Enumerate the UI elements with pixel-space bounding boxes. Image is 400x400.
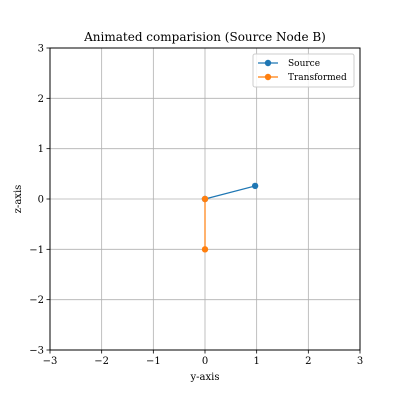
legend: Source Transformed <box>253 54 354 87</box>
y-tick-label: −2 <box>29 295 44 306</box>
x-tick-label: 2 <box>305 356 311 367</box>
chart-title: Animated comparision (Source Node B) <box>83 30 326 44</box>
data-point-transformed <box>202 246 208 252</box>
x-tick-label: 3 <box>357 356 363 367</box>
x-tick-label: 1 <box>253 356 259 367</box>
data-point-transformed <box>202 196 208 202</box>
y-tick-label: 3 <box>38 44 44 55</box>
y-tick-label: −3 <box>29 346 44 357</box>
legend-marker-source <box>265 60 271 66</box>
y-tick-label: 0 <box>38 195 44 206</box>
y-tick-label: −1 <box>29 245 44 256</box>
series-transformed <box>202 196 208 253</box>
y-tick-label: 1 <box>38 144 44 155</box>
x-tick-label: −3 <box>43 356 58 367</box>
y-tick-label: 2 <box>38 94 44 105</box>
x-tick-label: −2 <box>94 356 109 367</box>
y-axis-label: z-axis <box>13 185 24 214</box>
data-point-source <box>252 183 258 189</box>
series-layer <box>202 183 259 253</box>
x-tick-label: 0 <box>202 356 208 367</box>
legend-label-source: Source <box>288 59 320 69</box>
ticks: −3 −2 −1 0 1 2 3 −3 −2 −1 0 1 2 3 <box>29 44 363 368</box>
series-line-source <box>205 186 255 199</box>
x-tick-label: −1 <box>146 356 161 367</box>
legend-label-transformed: Transformed <box>288 73 347 83</box>
x-axis-label: y-axis <box>190 372 220 383</box>
legend-marker-transformed <box>265 74 271 80</box>
